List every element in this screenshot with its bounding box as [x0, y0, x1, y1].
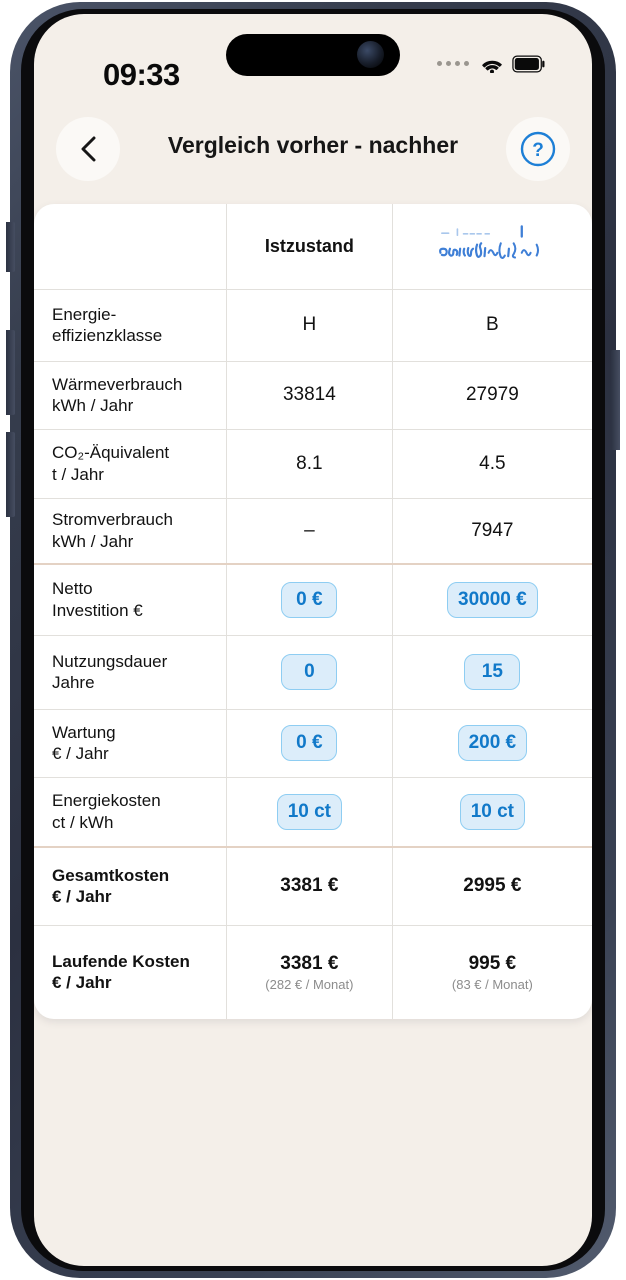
svg-text:?: ?	[532, 140, 544, 161]
